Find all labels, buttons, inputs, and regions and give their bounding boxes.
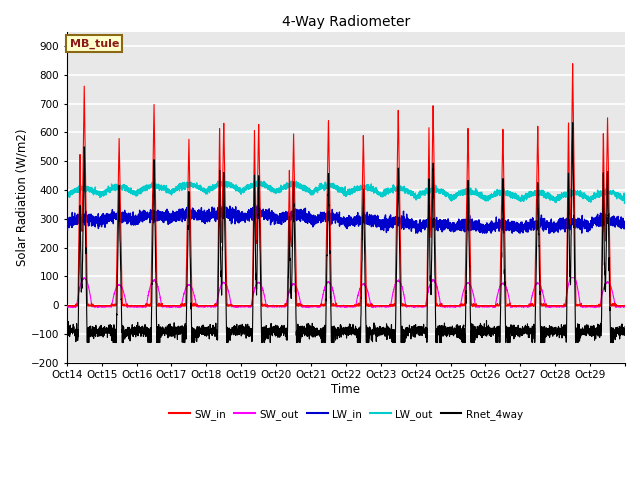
X-axis label: Time: Time [332,383,360,396]
Y-axis label: Solar Radiation (W/m2): Solar Radiation (W/m2) [15,128,28,266]
Legend: SW_in, SW_out, LW_in, LW_out, Rnet_4way: SW_in, SW_out, LW_in, LW_out, Rnet_4way [165,405,527,424]
Title: 4-Way Radiometer: 4-Way Radiometer [282,15,410,29]
Text: MB_tule: MB_tule [70,38,119,49]
